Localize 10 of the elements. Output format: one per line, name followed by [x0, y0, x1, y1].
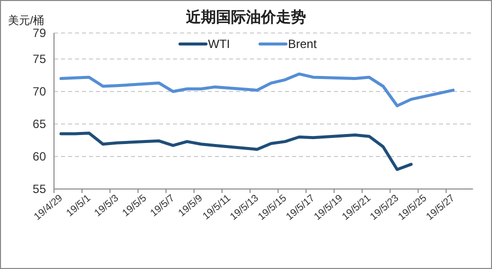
y-tick-label: 79: [32, 26, 46, 40]
y-tick-label: 70: [32, 84, 46, 98]
y-tick-label: 65: [32, 117, 46, 131]
y-tick-label: 75: [32, 52, 46, 66]
legend-label: WTI: [208, 37, 230, 51]
y-axis-title: 美元/桶: [8, 14, 44, 27]
legend-label: Brent: [288, 37, 318, 51]
chart-title: 近期国际油价走势: [185, 9, 306, 26]
y-tick-label: 55: [32, 182, 46, 196]
y-tick-label: 60: [32, 150, 46, 164]
